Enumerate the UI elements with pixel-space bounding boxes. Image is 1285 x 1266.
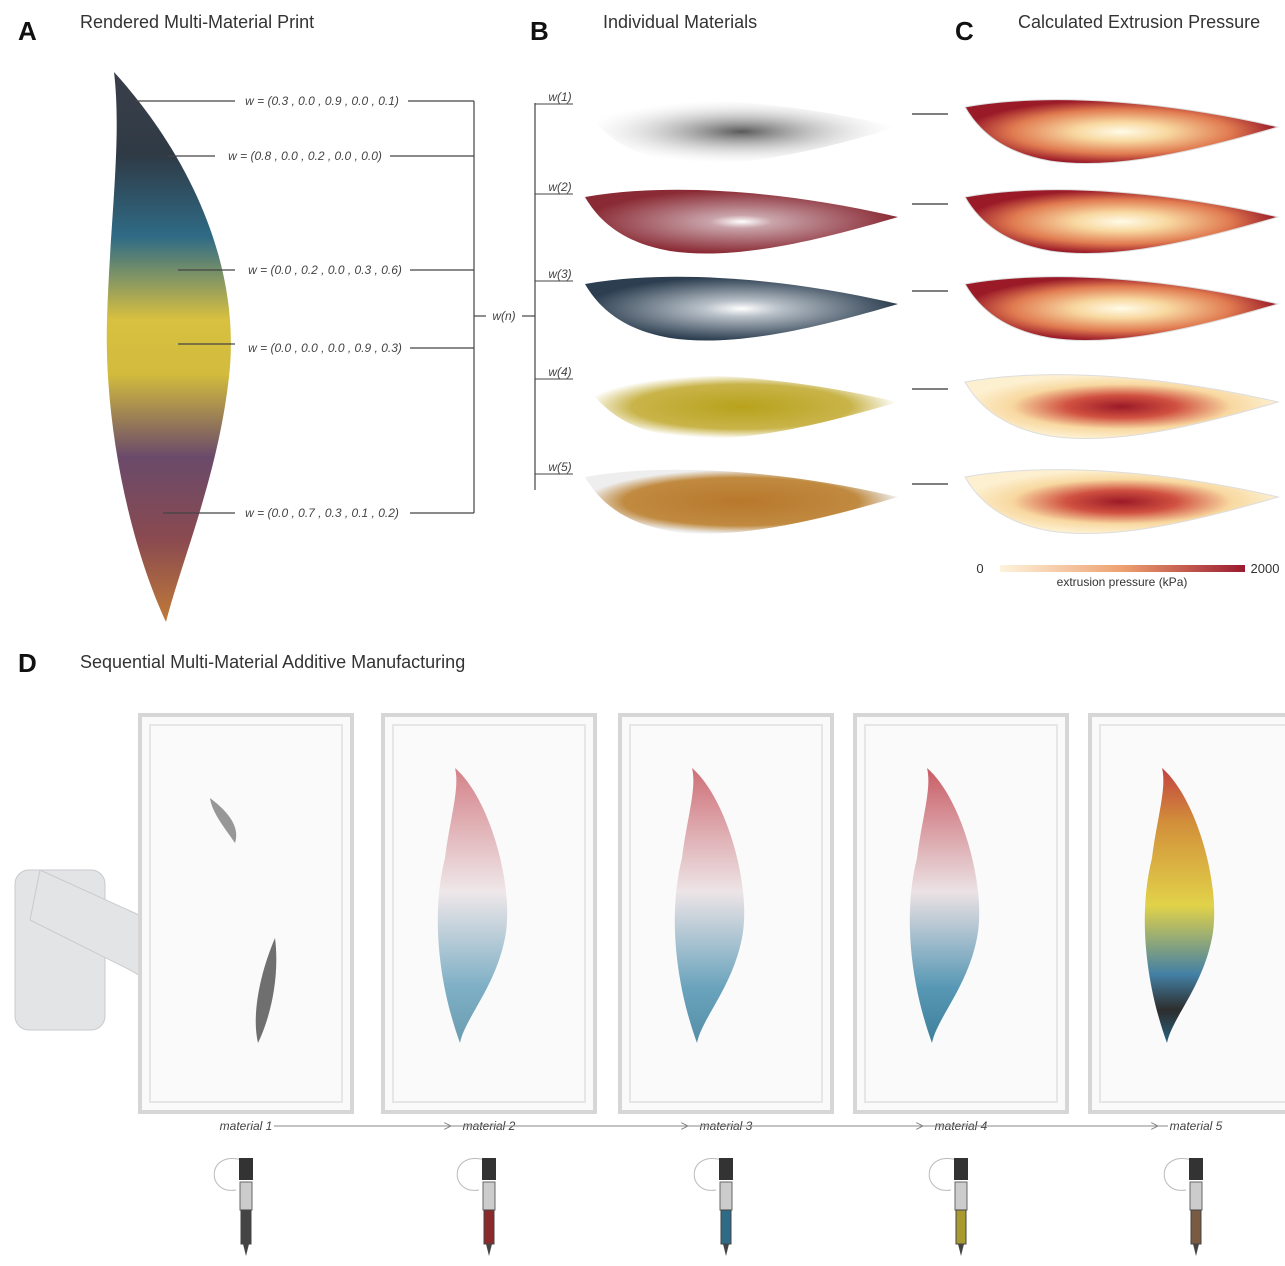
panel-title: Calculated Extrusion Pressure <box>1018 12 1260 32</box>
panel-letter: A <box>18 16 37 46</box>
material-step-label: material 5 <box>1170 1119 1223 1133</box>
material-leaf <box>585 100 898 164</box>
rendered-print <box>107 72 231 622</box>
pressure-leaf <box>965 375 1278 439</box>
material-leaf <box>585 375 898 439</box>
colorbar-max: 2000 <box>1251 561 1280 576</box>
weight-label: w = (0.0 , 0.7 , 0.3 , 0.1 , 0.2) <box>245 506 399 520</box>
extruder-cable <box>1164 1159 1192 1191</box>
extruder-body <box>240 1182 252 1210</box>
colorbar-label: extrusion pressure (kPa) <box>1057 575 1188 589</box>
panel-letter: D <box>18 648 37 678</box>
extruder-body <box>955 1182 967 1210</box>
weight-label: w = (0.3 , 0.0 , 0.9 , 0.0 , 0.1) <box>245 94 399 108</box>
panel-title: Sequential Multi-Material Additive Manuf… <box>80 652 465 672</box>
panel-title: Rendered Multi-Material Print <box>80 12 314 32</box>
extruder-head <box>1189 1158 1203 1180</box>
node-label: w(n) <box>492 309 515 323</box>
extruder-head <box>719 1158 733 1180</box>
nozzle <box>243 1244 249 1256</box>
syringe <box>484 1210 494 1244</box>
colorbar-min: 0 <box>976 561 983 576</box>
nozzle <box>486 1244 492 1256</box>
extruder-cable <box>214 1159 242 1191</box>
syringe <box>1191 1210 1201 1244</box>
weight-label: w = (0.8 , 0.0 , 0.2 , 0.0 , 0.0) <box>228 149 382 163</box>
colorbar <box>1000 565 1245 572</box>
nozzle <box>958 1244 964 1256</box>
panel-title: Individual Materials <box>603 12 757 32</box>
material-step-label: material 1 <box>220 1119 273 1133</box>
extruder-head <box>482 1158 496 1180</box>
material-leaf <box>585 190 898 254</box>
material-label: w(1) <box>548 90 571 104</box>
nozzle <box>1193 1244 1199 1256</box>
extruder-body <box>720 1182 732 1210</box>
material-label: w(4) <box>548 365 571 379</box>
panel-letter: B <box>530 16 549 46</box>
extruder-head <box>239 1158 253 1180</box>
syringe <box>721 1210 731 1244</box>
extruder-body <box>483 1182 495 1210</box>
material-label: w(5) <box>548 460 571 474</box>
material-leaf <box>585 277 898 341</box>
weight-label: w = (0.0 , 0.2 , 0.0 , 0.3 , 0.6) <box>248 263 402 277</box>
pressure-leaf <box>965 277 1278 341</box>
pressure-leaf <box>965 470 1278 534</box>
extruder-cable <box>457 1159 485 1191</box>
panel-letter: C <box>955 16 974 46</box>
extruder-head <box>954 1158 968 1180</box>
pressure-leaf <box>965 100 1278 164</box>
material-label: w(2) <box>548 180 571 194</box>
pressure-leaf <box>965 190 1278 254</box>
nozzle <box>723 1244 729 1256</box>
print-frame <box>140 715 352 1112</box>
material-leaf <box>585 470 898 534</box>
extruder-cable <box>929 1159 957 1191</box>
extruder-body <box>1190 1182 1202 1210</box>
material-label: w(3) <box>548 267 571 281</box>
syringe <box>956 1210 966 1244</box>
extruder-cable <box>694 1159 722 1191</box>
syringe <box>241 1210 251 1244</box>
weight-label: w = (0.0 , 0.0 , 0.0 , 0.9 , 0.3) <box>248 341 402 355</box>
figure: A Rendered Multi-Material Print B Indivi… <box>0 0 1285 1266</box>
